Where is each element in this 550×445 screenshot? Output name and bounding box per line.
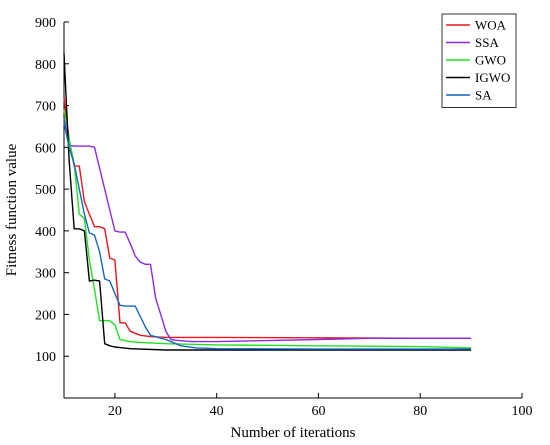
y-axis-ticks: 100 200 300 400 500 600 700 800 900 [35,16,69,365]
legend-label-woa: WOA [475,18,507,33]
legend-label-sa: SA [475,88,492,103]
y-tick-label: 800 [35,58,56,73]
y-tick-label: 100 [35,350,56,365]
series-line-woa [63,97,472,339]
legend-label-ssa: SSA [475,35,499,50]
x-axis-title: Number of iterations [231,425,356,441]
series-line-ssa [63,117,472,343]
x-axis-ticks: 20 40 60 80 100 [108,393,533,419]
y-tick-label: 200 [35,308,56,323]
legend: WOA SSA GWO IGWO SA [441,13,517,108]
y-tick-label: 300 [35,267,56,282]
series-line-gwo [63,109,472,349]
x-tick-label: 60 [311,404,325,419]
series-line-igwo [63,53,472,351]
series-layer [63,53,472,351]
y-tick-label: 900 [35,16,56,31]
x-tick-label: 40 [210,404,224,419]
legend-label-gwo: GWO [475,53,506,68]
axes [63,22,522,399]
series-line-sa [63,122,472,350]
legend-label-igwo: IGWO [475,70,510,85]
x-tick-label: 100 [512,404,533,419]
legend-box [441,13,517,108]
y-tick-label: 600 [35,141,56,156]
y-tick-label: 400 [35,225,56,240]
y-tick-label: 700 [35,100,56,115]
x-tick-label: 20 [108,404,122,419]
x-tick-label: 80 [413,404,427,419]
y-tick-label: 500 [35,183,56,198]
y-axis-title: Fitness function value [4,143,20,276]
